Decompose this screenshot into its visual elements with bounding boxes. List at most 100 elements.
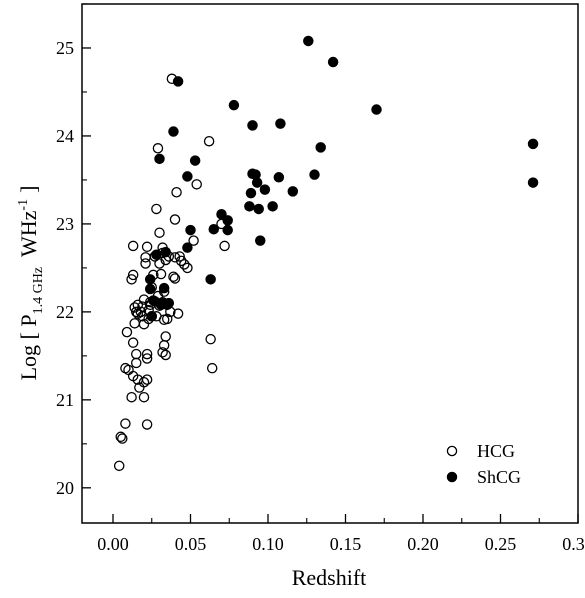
shcg-point [228, 99, 240, 111]
shcg-point [144, 283, 156, 295]
hcg-point [188, 235, 199, 246]
y-axis-title-close: ] [16, 186, 41, 193]
hcg-point [126, 274, 137, 285]
y-tick-label: 21 [56, 390, 74, 410]
shcg-point [172, 76, 184, 87]
shcg-point [182, 242, 193, 253]
hcg-point [152, 143, 164, 154]
x-tick-label: 0.05 [175, 534, 207, 554]
hcg-point [161, 313, 173, 325]
shcg-point [222, 224, 233, 236]
x-tick-label: 0.20 [407, 534, 439, 554]
y-tick-label: 24 [56, 126, 74, 146]
hcg-point [140, 252, 151, 263]
hcg-point [182, 262, 193, 274]
shcg-point [303, 35, 314, 47]
y-tick-label: 25 [56, 38, 74, 58]
points-layer [113, 35, 539, 472]
hcg-point [175, 255, 187, 267]
hcg-point [127, 269, 139, 281]
hcg-point [127, 337, 139, 348]
y-tick-label: 20 [56, 478, 74, 498]
shcg-point [154, 153, 165, 165]
y-axis-title-exponent: -1 [16, 199, 31, 211]
shcg-point [245, 187, 257, 199]
hcg-point [121, 326, 133, 338]
shcg-point [527, 138, 539, 150]
shcg-point [244, 201, 255, 212]
shcg-point [189, 155, 201, 166]
legend-label-hcg: HCG [477, 441, 515, 461]
hcg-point [174, 251, 185, 262]
shcg-point [371, 104, 382, 115]
hcg-point [179, 259, 190, 270]
shcg-point [205, 274, 216, 285]
x-tick-label: 0.15 [330, 534, 362, 554]
hcg-point [141, 374, 153, 385]
y-axis-title-unit: WHz [16, 210, 41, 257]
hcg-point [141, 348, 153, 360]
hcg-point [169, 273, 181, 284]
hcg-point [169, 214, 181, 225]
shcg-point [216, 208, 227, 220]
hcg-point [160, 349, 171, 361]
legend-marker-hcg [446, 445, 458, 457]
hcg-point [113, 460, 125, 472]
shcg-point [251, 177, 263, 188]
x-tick-label: 0.30 [562, 534, 585, 554]
shcg-point [247, 120, 258, 131]
shcg-point [327, 56, 339, 68]
hcg-point [191, 179, 202, 190]
shcg-point [275, 118, 286, 129]
shcg-point [259, 184, 271, 195]
hcg-point [219, 240, 230, 252]
hcg-point [130, 357, 142, 369]
hcg-point [155, 268, 167, 280]
hcg-point [168, 271, 179, 282]
shcg-point [287, 186, 299, 197]
hcg-point [117, 433, 128, 444]
hcg-point [157, 347, 168, 358]
hcg-point [115, 431, 127, 443]
shcg-point [160, 246, 171, 258]
shcg-point [208, 223, 219, 235]
hcg-point [126, 391, 137, 403]
shcg-point [144, 274, 156, 285]
shcg-point [158, 282, 170, 294]
hcg-point [205, 333, 216, 345]
hcg-point [135, 306, 147, 318]
hcg-point [141, 353, 153, 364]
legend: HCG ShCG [446, 441, 521, 487]
hcg-point [160, 331, 171, 342]
shcg-point [182, 171, 193, 182]
x-tick-label: 0.00 [97, 534, 129, 554]
hcg-point [206, 362, 218, 374]
y-axis-title-main: Log [ P [16, 314, 41, 380]
shcg-point [253, 203, 264, 215]
y-tick-label: 23 [56, 214, 74, 234]
hcg-point [172, 308, 184, 319]
shcg-point [185, 224, 196, 236]
hcg-point [120, 418, 131, 429]
hcg-point [203, 135, 215, 147]
shcg-point [315, 142, 326, 153]
x-axis-title: Redshift [292, 565, 367, 590]
hcg-point [138, 377, 150, 388]
hcg-point [127, 240, 139, 252]
hcg-point [171, 186, 182, 198]
x-tick-label: 0.25 [485, 534, 517, 554]
y-axis-title: Log [ P1.4 GHz WHz-1] [16, 186, 46, 381]
shcg-point [267, 201, 278, 212]
shcg-point [151, 249, 162, 260]
shcg-point [309, 169, 320, 180]
shcg-point [163, 297, 175, 309]
legend-marker-shcg [446, 471, 458, 483]
hcg-point [158, 340, 170, 351]
shcg-point [254, 235, 266, 246]
x-tick-label: 0.10 [252, 534, 284, 554]
hcg-point [169, 252, 181, 263]
shcg-point [222, 215, 233, 226]
hcg-point [138, 391, 150, 403]
